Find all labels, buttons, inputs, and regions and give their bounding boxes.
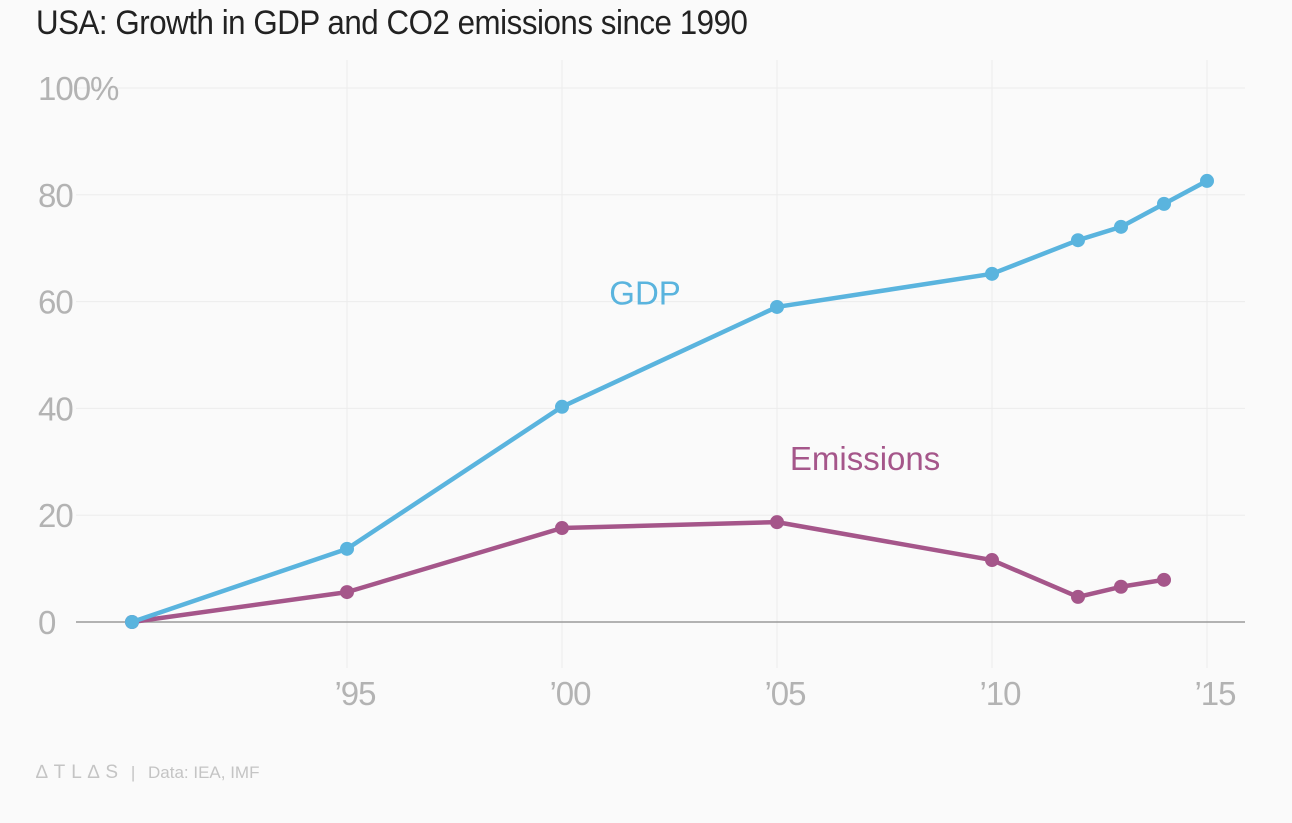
emissions-point <box>555 521 569 536</box>
x-tick-label: ’10 <box>979 675 1021 712</box>
grid-lines <box>76 60 1245 668</box>
gdp-point <box>1114 219 1128 234</box>
y-tick-label: 20 <box>38 497 73 534</box>
gdp-point <box>1071 233 1085 248</box>
footer-separator: | <box>130 763 136 782</box>
emissions-line <box>129 519 1167 625</box>
gdp-point <box>770 299 784 314</box>
gdp-point <box>1200 173 1214 188</box>
x-tick-label: ’15 <box>1194 675 1235 712</box>
chart-footer: ∆TL∆S | Data: IEA, IMF <box>36 762 259 784</box>
x-tick-label: ’00 <box>549 675 591 712</box>
y-tick-label: 60 <box>38 284 73 321</box>
atlas-logo: ∆TL∆S <box>36 762 125 783</box>
emissions-point <box>1114 579 1128 594</box>
gdp-point <box>985 266 999 281</box>
gdp-series-label: GDP <box>609 274 681 311</box>
gdp-point <box>1157 196 1171 211</box>
gdp-point <box>340 541 354 556</box>
y-tick-label: 0 <box>38 604 56 641</box>
emissions-series-label: Emissions <box>790 440 940 477</box>
emissions-point <box>985 553 999 568</box>
series-layer <box>125 173 1214 629</box>
y-tick-label: 100% <box>38 70 119 107</box>
data-source: Data: IEA, IMF <box>148 763 260 782</box>
x-tick-label: ’05 <box>764 675 805 712</box>
gdp-point <box>125 615 139 629</box>
emissions-point <box>1071 589 1085 604</box>
y-tick-label: 40 <box>38 390 73 427</box>
emissions-point <box>340 585 354 600</box>
gdp-point <box>555 399 569 414</box>
emissions-point <box>770 515 784 530</box>
chart-title: USA: Growth in GDP and CO2 emissions sin… <box>36 4 748 42</box>
emissions-point <box>1157 572 1171 587</box>
gdp-line <box>129 178 1210 625</box>
y-tick-label: 80 <box>38 177 73 214</box>
tick-labels: 0 20 40 60 80 100% ’95 ’00 ’05 ’10 ’15 Emissions GDP <box>38 70 1237 712</box>
x-tick-label: ’95 <box>334 675 375 712</box>
